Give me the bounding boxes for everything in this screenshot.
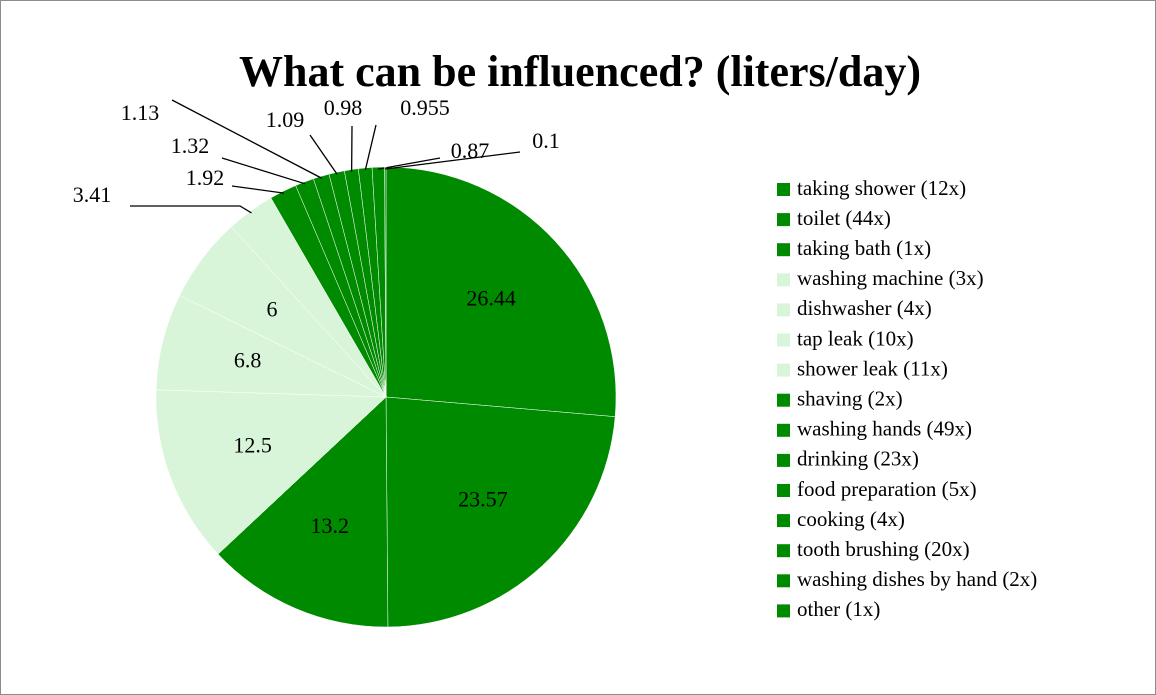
data-label: 0.1 — [532, 128, 560, 153]
legend-swatch — [777, 604, 790, 618]
legend-label: washing hands (49x) — [797, 417, 972, 441]
legend-label: cooking (4x) — [797, 507, 905, 531]
legend-swatch — [777, 423, 790, 437]
legend-label: dishwasher (4x) — [797, 296, 932, 320]
legend-label: shower leak (11x) — [797, 356, 948, 380]
legend-swatch — [777, 363, 790, 377]
data-label: 6 — [267, 296, 278, 321]
pie-slice — [385, 396, 616, 628]
data-label: 0.955 — [400, 95, 450, 120]
legend-label: washing dishes by hand (2x) — [797, 567, 1037, 591]
leader-line — [171, 99, 323, 179]
legend-label: toilet (44x) — [797, 206, 891, 230]
pie-slice — [217, 396, 389, 628]
data-label: 1.32 — [171, 133, 210, 158]
leader-line — [378, 157, 441, 170]
data-label: 1.92 — [186, 165, 225, 190]
legend-label: other (1x) — [797, 597, 880, 621]
pie-slice — [155, 389, 387, 555]
data-label: 0.98 — [324, 95, 363, 120]
legend-swatch — [777, 484, 790, 497]
data-label: 1.13 — [121, 100, 160, 125]
legend-swatch — [777, 243, 790, 257]
legend-swatch — [777, 574, 790, 588]
pie-slice — [385, 166, 617, 417]
legend-swatch — [777, 453, 790, 467]
leader-line — [309, 134, 338, 175]
legend-label: drinking (23x) — [797, 447, 919, 471]
legend-label: shaving (2x) — [797, 387, 903, 411]
legend-label: taking shower (12x) — [797, 176, 966, 200]
leader-line — [231, 185, 285, 194]
legend-label: tap leak (10x) — [797, 326, 914, 350]
legend-swatch — [777, 544, 790, 558]
legend-swatch — [777, 213, 790, 227]
legend-swatch — [777, 514, 790, 528]
data-label: 12.5 — [233, 432, 272, 457]
legend-label: taking bath (1x) — [797, 236, 931, 260]
data-label: 26.44 — [466, 286, 516, 311]
data-label: 6.8 — [234, 348, 262, 373]
legend-swatch — [777, 183, 790, 196]
data-label: 23.57 — [458, 487, 508, 512]
data-label: 0.87 — [451, 138, 490, 163]
leader-line — [385, 151, 521, 170]
leader-line — [221, 157, 306, 185]
data-label: 1.09 — [266, 107, 305, 132]
legend-label: tooth brushing (20x) — [797, 537, 970, 561]
leader-line — [364, 124, 377, 171]
pie-slice — [384, 166, 387, 398]
data-label: 3.41 — [73, 182, 112, 207]
legend-label: washing machine (3x) — [797, 266, 984, 290]
chart-title: What can be influenced? (liters/day) — [239, 47, 921, 96]
data-label: 13.2 — [311, 513, 350, 538]
legend-swatch — [777, 333, 790, 347]
legend-swatch — [777, 303, 790, 317]
leader-line — [130, 205, 252, 214]
legend-label: food preparation (5x) — [797, 477, 977, 501]
legend-swatch — [777, 393, 790, 407]
legend-swatch — [777, 273, 790, 287]
